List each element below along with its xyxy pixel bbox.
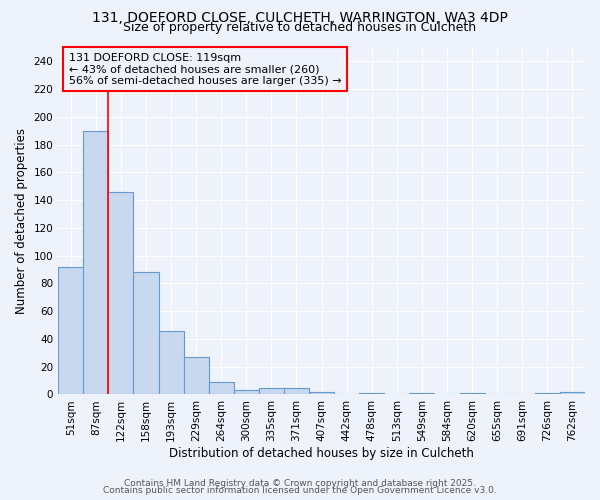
Text: Contains public sector information licensed under the Open Government Licence v3: Contains public sector information licen…	[103, 486, 497, 495]
Bar	[309, 392, 334, 394]
Bar	[158, 330, 184, 394]
Bar	[58, 267, 83, 394]
Y-axis label: Number of detached properties: Number of detached properties	[15, 128, 28, 314]
Text: Size of property relative to detached houses in Culcheth: Size of property relative to detached ho…	[124, 21, 476, 34]
Bar	[109, 192, 133, 394]
Text: 131, DOEFORD CLOSE, CULCHETH, WARRINGTON, WA3 4DP: 131, DOEFORD CLOSE, CULCHETH, WARRINGTON…	[92, 11, 508, 25]
Bar	[535, 393, 560, 394]
Bar	[259, 388, 284, 394]
Bar	[560, 392, 585, 394]
Bar	[184, 357, 209, 395]
Bar	[460, 393, 485, 394]
Bar	[234, 390, 259, 394]
Bar	[83, 131, 109, 394]
Bar	[409, 393, 434, 394]
Text: 131 DOEFORD CLOSE: 119sqm
← 43% of detached houses are smaller (260)
56% of semi: 131 DOEFORD CLOSE: 119sqm ← 43% of detac…	[69, 52, 341, 86]
Bar	[209, 382, 234, 394]
Bar	[133, 272, 158, 394]
Bar	[359, 393, 385, 394]
Text: Contains HM Land Registry data © Crown copyright and database right 2025.: Contains HM Land Registry data © Crown c…	[124, 478, 476, 488]
Bar	[284, 388, 309, 394]
X-axis label: Distribution of detached houses by size in Culcheth: Distribution of detached houses by size …	[169, 447, 474, 460]
